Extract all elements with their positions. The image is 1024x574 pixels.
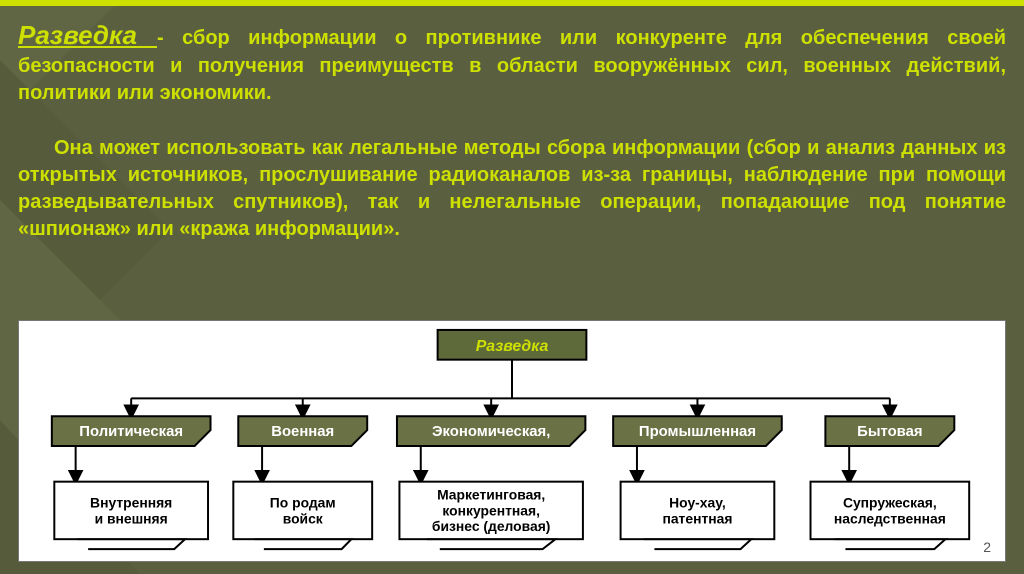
diagram-container: Разведка Политическая Внутренняяи внешняя В… bbox=[18, 320, 1006, 562]
sub-label: Ноу-хау, bbox=[669, 494, 726, 510]
definition-text: Разведка - сбор информации о противнике … bbox=[18, 18, 1006, 243]
page-number: 2 bbox=[983, 539, 991, 555]
sub-label: наследственная bbox=[834, 510, 946, 526]
sub-label: бизнес (деловая) bbox=[432, 518, 551, 534]
category-label: Экономическая, bbox=[432, 424, 550, 440]
term-word: Разведка bbox=[18, 20, 157, 50]
category-label: Военная bbox=[271, 424, 334, 440]
definition-rest: - сбор информации о противнике или конку… bbox=[18, 27, 1006, 104]
sub-label: конкурентная, bbox=[442, 502, 540, 518]
category-label: Промышленная bbox=[639, 424, 756, 440]
sub-label: патентная bbox=[662, 510, 732, 526]
hierarchy-diagram: Разведка Политическая Внутренняяи внешняя В… bbox=[19, 321, 1005, 561]
category-label: Бытовая bbox=[857, 424, 922, 440]
sub-label: Маркетинговая, bbox=[437, 487, 545, 503]
sub-label: Супружеская, bbox=[843, 494, 937, 510]
sub-label: и внешняя bbox=[95, 510, 168, 526]
root-label: Разведка bbox=[476, 338, 549, 355]
category-label: Политическая bbox=[79, 424, 183, 440]
sub-label: войск bbox=[283, 510, 323, 526]
paragraph-2: Она может использовать как легальные мет… bbox=[18, 135, 1006, 243]
sub-label: Внутренняя bbox=[90, 494, 172, 510]
top-accent-bar bbox=[0, 0, 1024, 6]
sub-label: По родам bbox=[270, 494, 336, 510]
